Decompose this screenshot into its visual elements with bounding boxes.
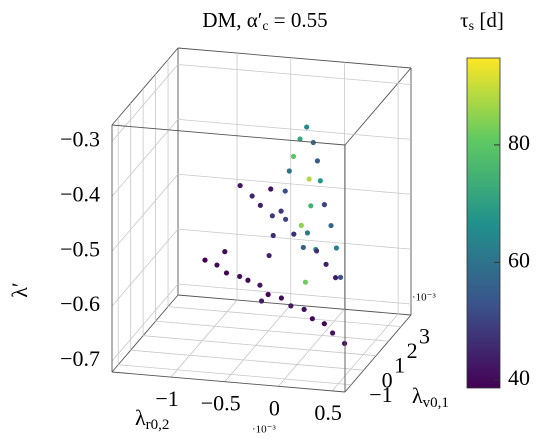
point	[314, 158, 321, 164]
point	[291, 231, 297, 237]
box-edge	[111, 47, 179, 126]
point	[265, 291, 271, 298]
point	[269, 213, 275, 219]
point	[268, 186, 274, 192]
point	[309, 316, 315, 322]
point	[237, 273, 243, 280]
z-tick-label: −0.6	[60, 291, 100, 316]
grid-line	[118, 364, 352, 386]
box-edge	[177, 47, 412, 69]
x-multiplier: ·10⁻³	[252, 424, 276, 436]
point	[298, 222, 304, 228]
point	[302, 279, 309, 285]
z-axis-label: λ′	[7, 282, 32, 297]
point	[328, 222, 334, 229]
point	[306, 176, 312, 182]
point	[258, 298, 265, 304]
point	[223, 270, 230, 276]
point	[222, 249, 228, 255]
grid-line	[111, 228, 179, 307]
grid-line	[111, 64, 179, 142]
y-tick-label: 3	[419, 324, 430, 349]
colorbar-tick-label: 40	[508, 365, 530, 390]
point	[282, 188, 288, 194]
x-axis-label: λr0,2	[135, 405, 169, 433]
point	[214, 262, 220, 268]
point	[308, 203, 314, 209]
point	[249, 193, 255, 199]
grid-line	[111, 173, 179, 252]
z-tick-label: −0.5	[60, 236, 100, 261]
z-tick-label: −0.7	[60, 346, 100, 371]
box-edge	[344, 314, 412, 393]
colorbar	[466, 57, 501, 389]
point	[288, 303, 294, 309]
point	[321, 202, 328, 208]
point	[304, 230, 311, 236]
x-tick-label: −0.5	[201, 391, 241, 416]
z-tick-label: −0.3	[60, 127, 100, 152]
grid-line	[170, 299, 238, 378]
point	[317, 178, 323, 184]
y-multiplier: ·10⁻³	[412, 292, 436, 304]
point	[245, 277, 251, 283]
point	[278, 208, 284, 214]
grid-line	[155, 320, 389, 342]
grid-line	[177, 228, 412, 250]
point	[297, 136, 303, 142]
point	[257, 202, 263, 208]
grid-line	[177, 64, 412, 85]
box-edge	[111, 124, 346, 146]
grid-line	[177, 283, 412, 305]
box-edge	[344, 67, 412, 146]
box-edge	[177, 294, 412, 316]
colorbar-label: τs [d]	[460, 8, 504, 34]
grid-line	[224, 304, 292, 382]
grid-line	[331, 313, 399, 392]
y-tick-label: 1	[394, 353, 405, 378]
x-tick-label: 0	[269, 395, 280, 420]
grid-line	[111, 119, 179, 197]
y-tick-label: 2	[407, 338, 418, 363]
grid-line	[168, 306, 402, 328]
point	[257, 282, 263, 288]
grid-line	[111, 283, 179, 362]
x-tick-label: 0.5	[314, 400, 342, 425]
colorbar-tick-label: 60	[508, 247, 530, 272]
point	[329, 330, 336, 336]
grid-line	[177, 118, 412, 140]
colorbar-tick-label: 80	[508, 130, 530, 155]
grid-line	[177, 173, 412, 195]
point	[337, 274, 344, 280]
grid-line	[143, 335, 377, 357]
chart-title: DM, α′c = 0.55	[202, 8, 327, 34]
z-tick-label: −0.4	[60, 181, 100, 206]
y-tick-label: 0	[382, 367, 393, 392]
point	[290, 153, 297, 160]
point	[332, 275, 339, 281]
point	[313, 248, 320, 254]
point	[301, 306, 307, 312]
point	[286, 168, 292, 174]
x-tick-label: −1	[155, 386, 178, 411]
point	[333, 245, 340, 251]
point	[237, 182, 243, 189]
box-edge	[111, 294, 179, 373]
grid-line	[278, 309, 345, 387]
point	[300, 244, 306, 251]
point	[202, 257, 208, 263]
point	[278, 295, 284, 301]
point	[323, 261, 329, 267]
point	[266, 252, 272, 259]
y-tick-label: −1	[369, 382, 392, 407]
box-edge	[111, 371, 346, 393]
point	[282, 216, 289, 222]
grid-line	[130, 349, 364, 371]
point	[270, 232, 276, 239]
point	[321, 321, 327, 327]
y-axis-label: λv0,1	[412, 383, 449, 411]
point	[304, 124, 310, 130]
